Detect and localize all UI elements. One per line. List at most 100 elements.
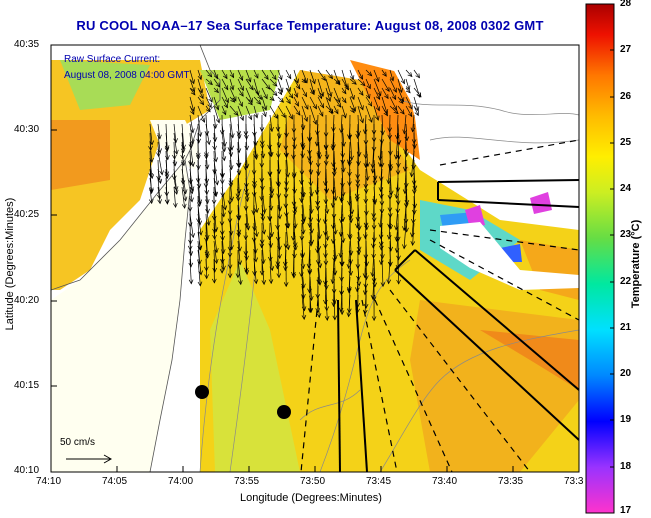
current-vector-head xyxy=(262,105,268,111)
current-vector xyxy=(357,96,364,110)
current-vector xyxy=(189,78,195,92)
current-vector xyxy=(157,150,163,175)
current-vector xyxy=(253,87,262,100)
current-vector xyxy=(333,276,335,304)
current-vector-head xyxy=(396,140,402,146)
current-vector xyxy=(397,87,404,102)
current-vector xyxy=(197,105,205,123)
current-vector-head xyxy=(164,145,170,151)
current-vector-head xyxy=(375,77,380,83)
current-vector-head xyxy=(220,258,225,264)
current-vector xyxy=(237,78,244,91)
current-vector-head xyxy=(252,271,257,277)
current-vector-head xyxy=(204,178,210,184)
current-vector-head xyxy=(380,282,386,288)
current-vector-head xyxy=(249,85,254,91)
current-vector xyxy=(221,231,224,254)
current-vector-head xyxy=(197,281,203,287)
current-vector xyxy=(357,204,360,230)
current-vector xyxy=(365,78,371,89)
current-vectors xyxy=(148,69,422,322)
current-vector-head xyxy=(386,279,392,285)
current-vector-head xyxy=(215,82,221,88)
current-vector-head xyxy=(363,188,369,194)
current-vector-head xyxy=(331,171,337,177)
current-vector xyxy=(309,231,312,246)
current-vector xyxy=(269,186,272,211)
current-vector-head xyxy=(388,261,393,267)
current-vector xyxy=(413,186,416,208)
current-vector xyxy=(357,222,360,242)
current-vector xyxy=(285,150,289,178)
current-vector-head xyxy=(205,107,211,113)
current-vector xyxy=(309,78,315,95)
current-vector xyxy=(285,78,291,92)
current-vector xyxy=(325,177,327,193)
current-vector-head xyxy=(355,223,360,229)
current-vector-head xyxy=(303,116,309,123)
current-vector xyxy=(405,123,408,141)
current-vector-head xyxy=(190,233,196,239)
current-vector xyxy=(181,186,186,209)
current-vector xyxy=(349,222,351,238)
current-vector xyxy=(325,195,328,214)
current-vector-head xyxy=(382,71,387,77)
current-vector xyxy=(205,123,210,145)
current-vector xyxy=(356,213,359,229)
current-vector-head xyxy=(277,90,283,96)
current-vector-head xyxy=(204,274,209,280)
current-vector-head xyxy=(316,171,321,177)
current-vector-head xyxy=(331,302,337,308)
current-vector-head xyxy=(377,91,382,97)
current-vector-head xyxy=(307,308,313,314)
current-vector-head xyxy=(415,73,420,79)
current-vector xyxy=(213,123,216,142)
current-vector xyxy=(309,276,312,301)
current-vector xyxy=(397,123,400,145)
current-vector-head xyxy=(347,200,352,206)
current-vector xyxy=(165,159,168,179)
current-vector xyxy=(221,249,225,270)
current-vector xyxy=(213,87,219,93)
current-vector-head xyxy=(275,264,280,270)
current-vector xyxy=(395,204,399,230)
current-vector xyxy=(357,69,363,80)
current-vector-head xyxy=(267,216,273,222)
current-vector xyxy=(341,105,347,119)
current-vector-head xyxy=(319,91,325,98)
current-vector xyxy=(245,78,254,90)
current-vector-head xyxy=(236,229,242,235)
current-vector xyxy=(301,204,304,224)
current-vector xyxy=(332,204,335,229)
current-vector xyxy=(372,249,375,277)
x-tick: 74:00 xyxy=(168,476,194,487)
current-vector xyxy=(293,132,296,149)
current-vector-head xyxy=(276,273,282,279)
current-vector-head xyxy=(182,196,188,202)
current-vector-head xyxy=(346,312,352,318)
current-vector-head xyxy=(286,74,292,80)
current-vector xyxy=(269,168,273,194)
current-vector-head xyxy=(363,198,369,204)
current-vector-head xyxy=(398,87,403,94)
current-vector-head xyxy=(173,189,179,195)
current-vector xyxy=(197,258,201,286)
current-vector xyxy=(340,231,343,258)
current-vector xyxy=(333,132,335,149)
current-vector-head xyxy=(304,104,309,110)
current-vector-head xyxy=(223,85,229,91)
current-vector-head xyxy=(324,188,329,194)
current-vector-head xyxy=(268,279,274,285)
current-vector xyxy=(205,150,208,169)
current-vector xyxy=(261,96,267,111)
current-vector xyxy=(365,213,368,230)
current-vector xyxy=(205,195,209,214)
current-vector xyxy=(205,204,210,226)
current-vector xyxy=(157,123,161,139)
colorbar-tick: 17 xyxy=(620,505,632,516)
current-vector xyxy=(157,177,161,199)
current-vector-head xyxy=(378,241,384,247)
current-vector-head xyxy=(267,171,273,177)
current-vector-head xyxy=(412,185,418,191)
